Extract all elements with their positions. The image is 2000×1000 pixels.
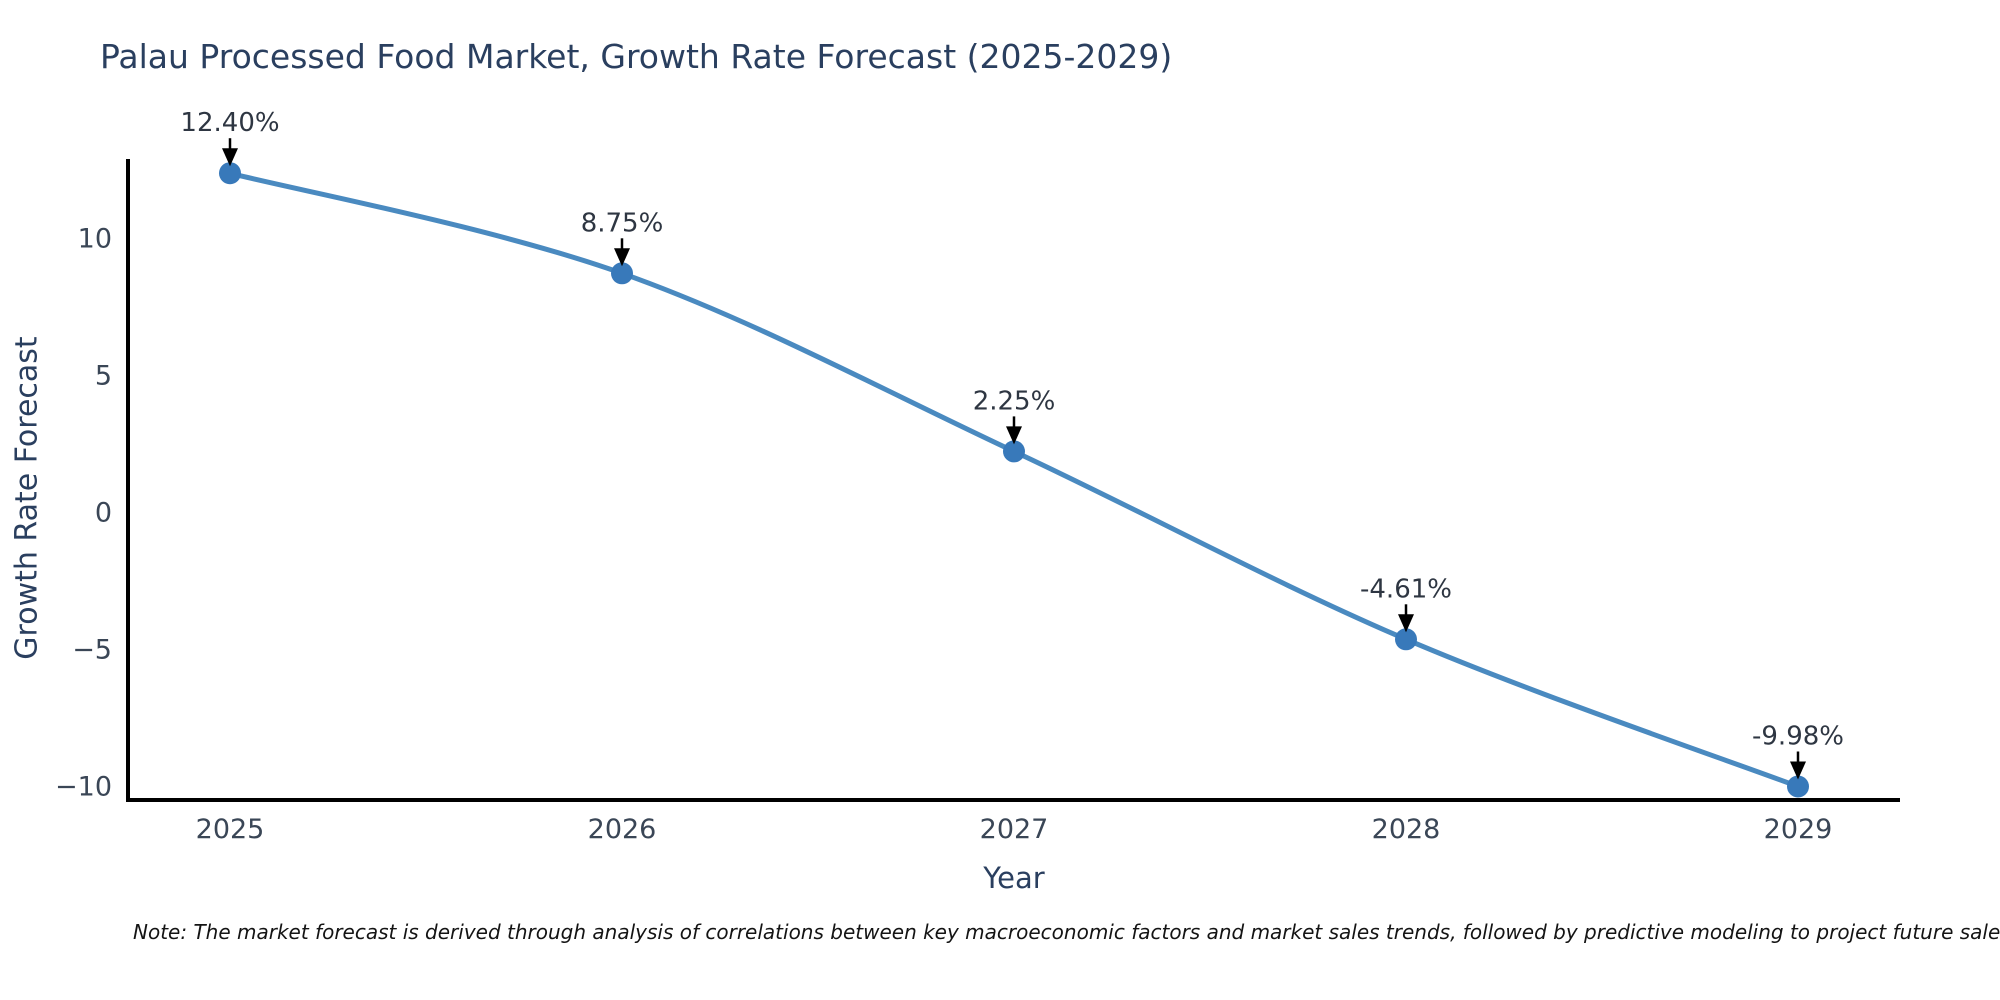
annotation-arrow-head — [1398, 614, 1414, 633]
data-point-marker — [1395, 628, 1417, 651]
point-annotation-label: -9.98% — [1752, 722, 1844, 752]
x-tick-label: 2027 — [980, 814, 1049, 845]
point-annotation-label: 2.25% — [973, 386, 1056, 416]
x-tick-label: 2029 — [1764, 814, 1833, 845]
x-axis-label: Year — [983, 861, 1045, 895]
annotation-arrow-head — [222, 148, 238, 167]
x-tick-label: 2028 — [1372, 814, 1441, 845]
y-tick-label: 0 — [95, 498, 112, 529]
data-point-marker — [1787, 775, 1809, 798]
chart-title: Palau Processed Food Market, Growth Rate… — [100, 37, 1173, 76]
y-tick-label: 10 — [78, 224, 112, 255]
y-tick-label: 5 — [95, 361, 112, 392]
data-point-marker — [1003, 440, 1025, 463]
data-point-marker — [219, 162, 241, 185]
annotation-arrow-head — [614, 248, 630, 267]
forecast-line — [227, 170, 1801, 789]
y-tick-label: −10 — [55, 772, 112, 803]
point-annotation-label: 8.75% — [581, 208, 664, 238]
point-annotation-label: -4.61% — [1360, 574, 1452, 604]
data-point-marker — [611, 262, 633, 285]
y-axis-label: Growth Rate Forecast — [9, 336, 45, 660]
annotation-arrow-head — [1790, 761, 1806, 780]
x-tick-label: 2025 — [196, 814, 265, 845]
y-tick-label: −5 — [72, 635, 112, 666]
annotation-arrow-head — [1006, 426, 1022, 445]
x-tick-label: 2026 — [588, 814, 657, 845]
point-annotation-label: 12.40% — [180, 108, 279, 138]
chart-footnote: Note: The market forecast is derived thr… — [133, 920, 2000, 944]
